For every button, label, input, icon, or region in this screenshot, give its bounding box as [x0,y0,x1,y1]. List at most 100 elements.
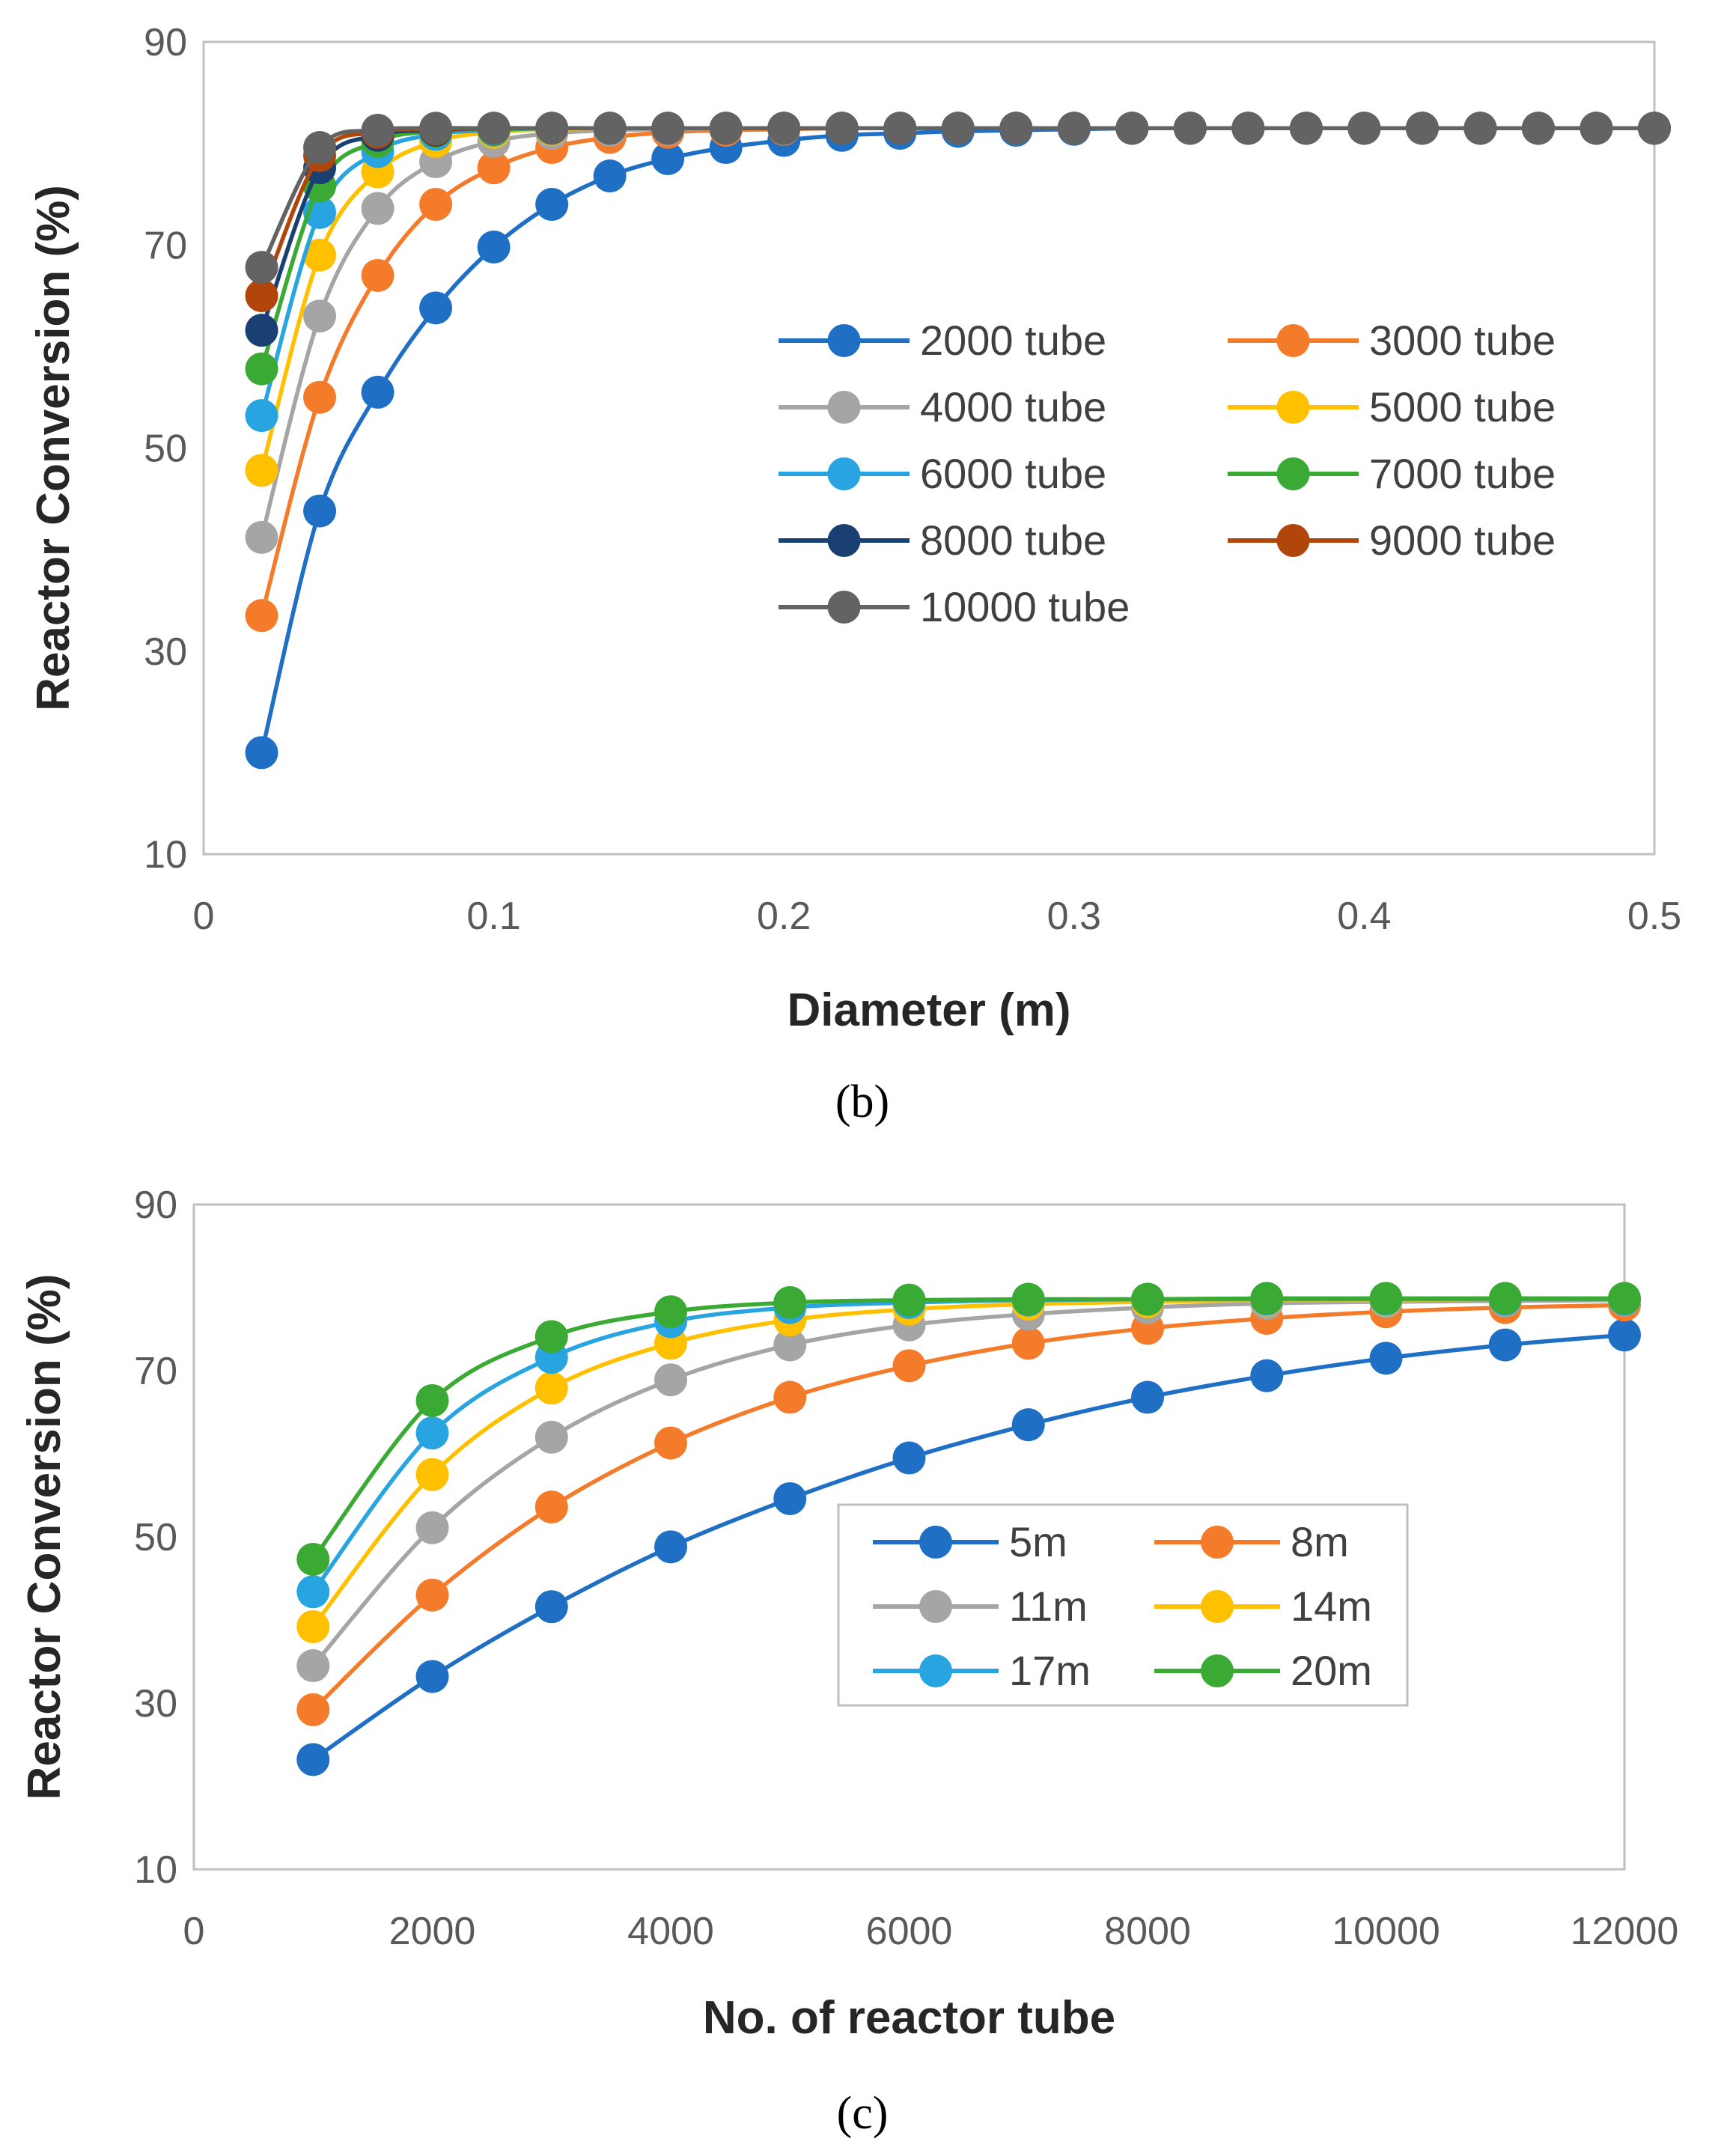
data-point [419,112,453,145]
data-point [415,1578,449,1612]
data-point [773,1482,807,1515]
x-tick-label: 0.1 [466,895,520,938]
plot-area-frame [192,1203,1626,1871]
data-point [245,251,278,284]
series-line [259,126,1654,332]
legend-label: 9000 tube [1369,517,1556,564]
data-point [1488,1282,1522,1315]
data-point [361,258,395,292]
legend-item: 8000 tube [779,517,1106,564]
legend-label: 5000 tube [1369,383,1556,430]
legend-marker [827,524,861,557]
data-point [1638,112,1671,145]
legend-item: 17m [873,1647,1091,1694]
legend-marker [919,1526,952,1559]
y-axis-title: Reactor Conversion (%) [19,1274,70,1800]
data-point [415,1660,449,1693]
series-5m [296,1318,1641,1776]
legend-item: 7000 tube [1228,450,1556,497]
legend-marker [919,1590,952,1623]
data-point [303,238,337,272]
legend-label: 2000 tube [920,317,1106,364]
data-point [654,1363,687,1397]
data-point [296,1649,330,1683]
data-point [303,299,337,333]
legend-item: 6000 tube [779,450,1106,497]
legend: 5m 8m 11m 14m 17m 20m [837,1503,1409,1707]
x-tick-label: 0 [183,1910,205,1953]
data-point [534,1590,568,1624]
legend-marker [827,324,861,357]
legend-label: 4000 tube [920,383,1106,430]
y-tick-label: 50 [134,1516,177,1559]
data-point [593,159,627,193]
data-point [1488,1328,1522,1362]
data-point [1608,1282,1641,1315]
data-point [1131,1380,1164,1414]
x-tick-label: 0.2 [757,895,811,938]
data-point [534,1490,568,1524]
data-point [534,1420,568,1454]
legend-item: 5000 tube [1228,383,1556,430]
data-point [477,151,511,185]
x-tick-label: 0 [193,895,215,938]
data-point [415,1458,449,1491]
series-2000-tube [245,112,1671,770]
data-point [999,112,1033,145]
data-point [361,375,395,409]
legend-marker [827,591,861,624]
legend-item: 3000 tube [1228,317,1556,364]
series-20m [296,1282,1641,1576]
legend-label: 7000 tube [1369,450,1556,497]
legend: 2000 tube 3000 tube 4000 tube 5000 tube 6000… [779,317,1556,630]
data-point [1347,112,1381,145]
data-point [1369,1282,1403,1315]
legend-item: 8m [1154,1518,1349,1565]
data-point [415,1383,449,1417]
legend-label: 8000 tube [920,517,1106,564]
legend-label: 14m [1291,1583,1372,1630]
y-tick-label: 10 [134,1848,177,1892]
x-axis-title: No. of reactor tube [703,1992,1115,2044]
data-point [1231,112,1265,145]
y-tick-label: 30 [144,630,187,674]
data-point [245,279,278,313]
legend-label: 3000 tube [1369,317,1556,364]
data-point [825,112,859,145]
data-point [477,230,511,264]
legend-label: 8m [1291,1518,1349,1565]
data-point [1250,1359,1284,1392]
series-5000-tube [245,112,1671,487]
legend-item: 20m [1154,1647,1372,1694]
legend-label: 20m [1291,1647,1372,1694]
legend-item: 14m [1154,1583,1372,1630]
data-point [1011,1408,1045,1442]
data-point [477,112,511,145]
data-point [415,1416,449,1450]
data-point [1608,1318,1641,1352]
chart-c-tube-count: 10 30 50 70 90 0 2000 4000 6000 8000 10000 12000 No.… [19,1184,1678,2139]
data-point [419,291,453,325]
legend-marker [1201,1654,1234,1687]
data-point [535,188,569,221]
data-point [1011,1327,1045,1360]
x-tick-label: 4000 [627,1910,714,1953]
panel-label: (b) [835,1077,889,1127]
data-point [892,1441,926,1475]
y-tick-label: 70 [134,1350,177,1393]
data-point [593,112,627,145]
data-point [654,1530,687,1564]
data-point [245,454,278,487]
legend-marker [919,1654,952,1687]
data-point [419,188,453,221]
data-point [361,113,395,147]
data-point [1463,112,1497,145]
data-point [1011,1282,1045,1316]
data-point [654,1426,687,1460]
x-tick-label: 0.4 [1337,895,1391,938]
x-tick-label: 12000 [1571,1910,1679,1953]
data-point [303,494,337,528]
data-point [1580,112,1613,145]
legend-label: 17m [1009,1647,1091,1694]
